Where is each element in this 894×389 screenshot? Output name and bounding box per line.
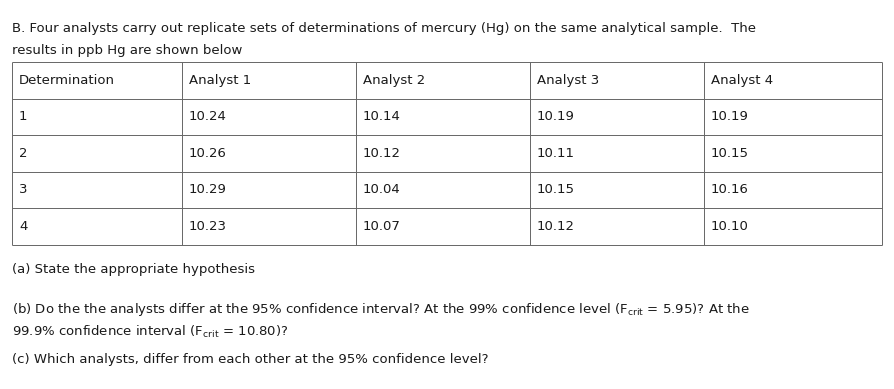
Text: Analyst 1: Analyst 1 bbox=[189, 74, 251, 87]
Text: 4: 4 bbox=[19, 220, 28, 233]
Text: 10.11: 10.11 bbox=[536, 147, 575, 160]
Text: 10.04: 10.04 bbox=[363, 183, 401, 196]
Text: (c) Which analysts, differ from each other at the 95% confidence level?: (c) Which analysts, differ from each oth… bbox=[12, 352, 488, 366]
Text: 10.23: 10.23 bbox=[189, 220, 227, 233]
Text: 10.29: 10.29 bbox=[189, 183, 226, 196]
Text: 10.14: 10.14 bbox=[363, 110, 401, 123]
Text: 10.07: 10.07 bbox=[363, 220, 401, 233]
Text: Analyst 3: Analyst 3 bbox=[536, 74, 599, 87]
Text: B. Four analysts carry out replicate sets of determinations of mercury (Hg) on t: B. Four analysts carry out replicate set… bbox=[12, 22, 756, 35]
Text: 10.16: 10.16 bbox=[711, 183, 748, 196]
Text: 10.12: 10.12 bbox=[536, 220, 575, 233]
Text: 10.24: 10.24 bbox=[189, 110, 226, 123]
Text: results in ppb Hg are shown below: results in ppb Hg are shown below bbox=[12, 44, 242, 57]
Text: 3: 3 bbox=[19, 183, 28, 196]
Text: (b) Do the the analysts differ at the 95% confidence interval? At the 99% confid: (b) Do the the analysts differ at the 95… bbox=[12, 300, 749, 317]
Text: 1: 1 bbox=[19, 110, 28, 123]
Text: 99.9% confidence interval (F$_{\mathrm{crit}}$ = 10.80)?: 99.9% confidence interval (F$_{\mathrm{c… bbox=[12, 324, 289, 340]
Text: 10.26: 10.26 bbox=[189, 147, 226, 160]
Text: 10.12: 10.12 bbox=[363, 147, 401, 160]
Text: 10.15: 10.15 bbox=[711, 147, 748, 160]
Text: Determination: Determination bbox=[19, 74, 115, 87]
Text: Analyst 2: Analyst 2 bbox=[363, 74, 425, 87]
Text: 10.19: 10.19 bbox=[711, 110, 748, 123]
Text: (a) State the appropriate hypothesis: (a) State the appropriate hypothesis bbox=[12, 263, 255, 275]
Text: 10.15: 10.15 bbox=[536, 183, 575, 196]
Text: 2: 2 bbox=[19, 147, 28, 160]
Text: 10.19: 10.19 bbox=[536, 110, 575, 123]
Text: 10.10: 10.10 bbox=[711, 220, 748, 233]
Text: Analyst 4: Analyst 4 bbox=[711, 74, 772, 87]
